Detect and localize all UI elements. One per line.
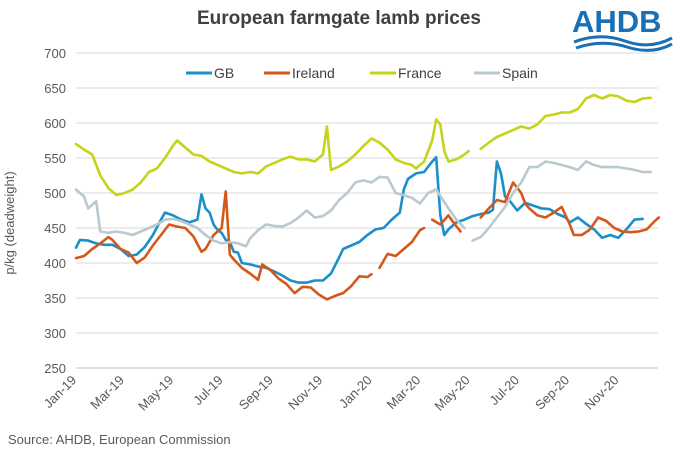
series-line-gb [74, 156, 644, 284]
y-tick-label: 650 [44, 81, 66, 96]
legend-label-spain: Spain [502, 65, 538, 81]
y-tick-label: 600 [44, 116, 66, 131]
y-tick-label: 550 [44, 151, 66, 166]
x-tick-label: Nov-20 [581, 372, 621, 412]
legend-label-ireland: Ireland [292, 65, 335, 81]
logo-text: AHDB [572, 4, 662, 39]
series-line-ireland [74, 190, 373, 301]
y-tick-label: 350 [44, 291, 66, 306]
x-tick-label: Mar-20 [384, 372, 424, 412]
y-tick-label: 400 [44, 256, 66, 271]
y-tick-label: 300 [44, 326, 66, 341]
series-line-spain [471, 160, 653, 242]
y-tick-label: 500 [44, 186, 66, 201]
x-tick-label: Sep-20 [532, 372, 572, 412]
series-lines [74, 93, 661, 301]
y-axis: 250 300 350 400 450 500 550 600 650 700 [44, 46, 66, 376]
series-line-ireland [378, 226, 426, 270]
x-tick-label: Jan-20 [336, 372, 375, 411]
x-tick-label: May-20 [431, 372, 472, 413]
chart-title: European farmgate lamb prices [196, 8, 482, 29]
source-note: Source: AHDB, European Commission [8, 432, 231, 447]
series-line-spain [74, 175, 466, 248]
ahdb-logo: AHDB [572, 4, 673, 52]
x-tick-label: Jan-19 [41, 372, 80, 411]
y-axis-label: p/kg (deadweight) [2, 171, 17, 274]
x-tick-label: Nov-19 [285, 372, 325, 412]
x-tick-label: Sep-19 [236, 372, 276, 412]
x-tick-label: Jul-19 [190, 372, 226, 408]
x-tick-label: Jul-20 [486, 372, 522, 408]
y-tick-label: 700 [44, 46, 66, 61]
x-tick-label: Mar-19 [87, 372, 127, 412]
legend: GB Ireland France Spain [186, 65, 538, 81]
y-tick-label: 250 [44, 361, 66, 376]
series-line-ireland [479, 181, 661, 237]
series-line-france [479, 93, 653, 151]
legend-label-gb: GB [214, 65, 234, 81]
gridlines [76, 52, 658, 369]
x-axis: Jan-19 Mar-19 May-19 Jul-19 Sep-19 Nov-19 Jan-… [41, 372, 622, 413]
legend-label-france: France [398, 65, 442, 81]
series-line-france [74, 118, 470, 197]
x-tick-label: May-19 [135, 372, 176, 413]
series-line-ireland [430, 214, 462, 233]
y-tick-label: 450 [44, 221, 66, 236]
